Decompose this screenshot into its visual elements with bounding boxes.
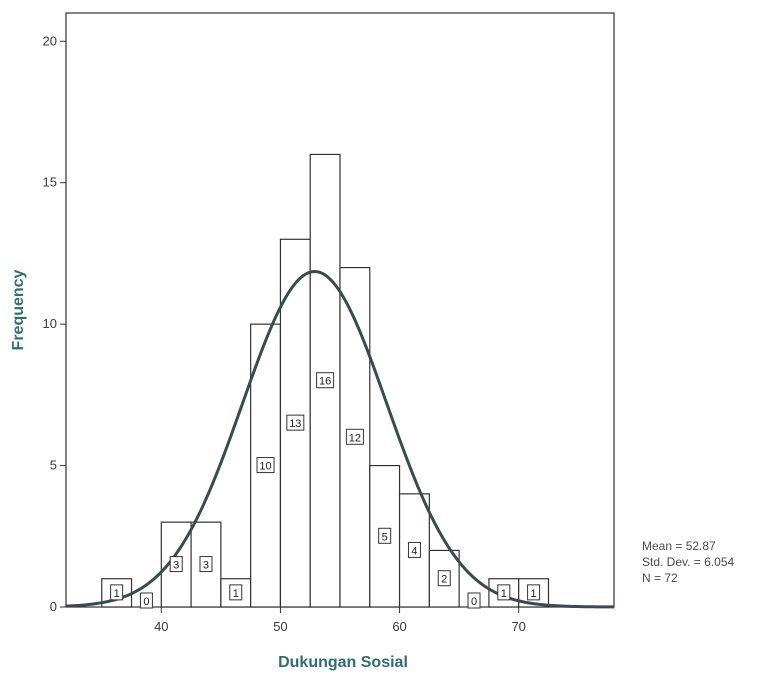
bar-count-box	[110, 584, 124, 601]
x-tick-label: 50	[273, 619, 287, 634]
bar-count-box	[229, 584, 243, 601]
bar-count-label: 1	[501, 588, 507, 600]
bar-count-box	[527, 584, 541, 601]
bar-count-label: 0	[143, 596, 149, 608]
bar-count-label: 1	[114, 588, 120, 600]
bar-count-label: 13	[289, 418, 301, 430]
bar-count-box	[169, 556, 183, 573]
bar-count-box	[467, 592, 481, 609]
normal-curve	[65, 269, 615, 609]
y-tick-label: 15	[43, 175, 57, 190]
bar-count-label: 16	[319, 376, 331, 388]
bar-count-label: 1	[233, 588, 239, 600]
bar-count-label: 12	[349, 432, 361, 444]
bar-count-box	[407, 541, 421, 558]
bar-count-label: 1	[531, 588, 537, 600]
x-tick-label: 40	[154, 619, 168, 634]
bar-count-label: 2	[441, 574, 447, 586]
x-axis: 40 50 60 70	[154, 607, 526, 634]
x-tick-label: 60	[392, 619, 406, 634]
bar-count-box	[497, 584, 511, 601]
bar-count-box	[378, 527, 392, 544]
y-tick-label: 0	[50, 599, 57, 614]
bar-count-box	[139, 592, 153, 609]
y-tick-label: 10	[43, 316, 57, 331]
stat-n: N = 72	[642, 571, 678, 585]
y-axis-title: Frequency	[10, 269, 27, 350]
bar-count-label: 3	[203, 560, 209, 572]
bar-count-label: 3	[173, 560, 179, 572]
y-tick-label: 5	[50, 458, 57, 473]
bar-count-label: 10	[259, 461, 271, 473]
bar-count-box	[256, 457, 275, 474]
bar-count-box	[316, 372, 335, 389]
bar-count-label: 0	[471, 596, 477, 608]
bar-count-box	[286, 414, 305, 431]
y-tick-label: 20	[43, 33, 57, 48]
y-axis: 0 5 10 15 20	[43, 33, 66, 614]
bar-count-label: 4	[411, 545, 417, 557]
bar-count-label: 5	[382, 531, 388, 543]
stat-mean: Mean = 52.87	[642, 539, 716, 553]
bar-count-box	[437, 570, 451, 587]
histogram-bar	[428, 549, 460, 608]
bar-count-box	[345, 428, 364, 445]
bar-count-box	[199, 556, 213, 573]
x-tick-label: 70	[511, 619, 525, 634]
x-axis-title: Dukungan Sosial	[278, 654, 408, 671]
stat-std-dev: Std. Dev. = 6.054	[642, 555, 734, 569]
